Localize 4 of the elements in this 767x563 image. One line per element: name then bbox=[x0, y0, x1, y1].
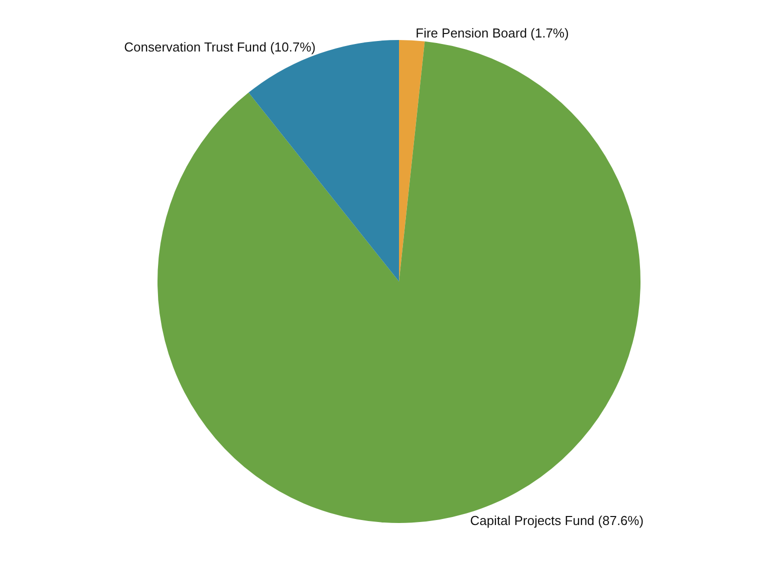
slice-label: Capital Projects Fund (87.6%) bbox=[470, 512, 644, 528]
slice-label: Fire Pension Board (1.7%) bbox=[416, 25, 569, 40]
slice-label: Conservation Trust Fund (10.7%) bbox=[124, 39, 316, 54]
pie-slice bbox=[399, 40, 425, 282]
